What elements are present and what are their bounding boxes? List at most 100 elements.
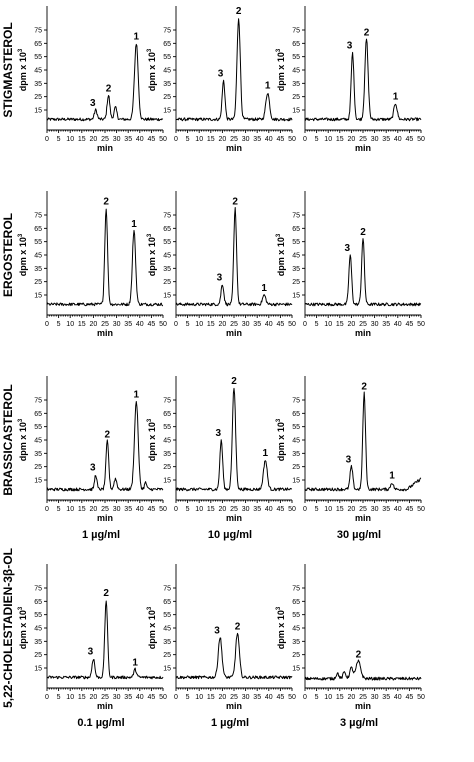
y-axis-title: dpm x 103 bbox=[276, 606, 286, 649]
peak-label: 1 bbox=[134, 31, 140, 42]
y-tick-label: 65 bbox=[292, 411, 300, 418]
chromatogram-trace bbox=[175, 18, 293, 122]
x-tick-label: 5 bbox=[186, 321, 190, 328]
x-tick-label: 30 bbox=[371, 136, 379, 143]
x-tick-label: 35 bbox=[382, 321, 390, 328]
x-tick-label: 35 bbox=[124, 321, 132, 328]
peak-label: 3 bbox=[218, 69, 224, 80]
chromatogram-trace bbox=[304, 238, 422, 307]
y-axis-title-superscript: 3 bbox=[147, 418, 153, 422]
x-tick-label: 35 bbox=[382, 136, 390, 143]
x-tick-label: 0 bbox=[45, 694, 49, 701]
y-axis-title: dpm x 103 bbox=[147, 48, 157, 91]
x-tick-label: 25 bbox=[101, 321, 109, 328]
y-tick-label: 35 bbox=[163, 81, 171, 88]
x-tick-label: 0 bbox=[45, 136, 49, 143]
x-tick-label: 10 bbox=[324, 136, 332, 143]
x-tick-label: 30 bbox=[113, 321, 121, 328]
y-tick-label: 15 bbox=[163, 293, 171, 300]
y-tick-label: 45 bbox=[292, 438, 300, 445]
x-tick-label: 45 bbox=[277, 136, 285, 143]
y-axis-title-text: dpm x 10 bbox=[18, 422, 28, 461]
x-tick-label: 40 bbox=[136, 506, 144, 513]
peak-label: 3 bbox=[214, 625, 220, 636]
y-tick-label: 55 bbox=[292, 424, 300, 431]
x-tick-label: 20 bbox=[219, 321, 227, 328]
y-tick-label: 25 bbox=[292, 464, 300, 471]
x-tick-label: 5 bbox=[315, 506, 319, 513]
x-tick-label: 35 bbox=[382, 694, 390, 701]
x-tick-label: 40 bbox=[394, 506, 402, 513]
y-axis-title: dpm x 103 bbox=[276, 418, 286, 461]
peak-label: 1 bbox=[265, 81, 271, 92]
peak-label: 2 bbox=[232, 196, 238, 207]
x-tick-label: 30 bbox=[242, 321, 250, 328]
y-tick-label: 45 bbox=[163, 626, 171, 633]
x-tick-label: 40 bbox=[265, 694, 273, 701]
y-tick-label: 65 bbox=[163, 599, 171, 606]
x-tick-label: 45 bbox=[406, 694, 414, 701]
y-axis-title-superscript: 3 bbox=[276, 418, 282, 422]
y-tick-label: 75 bbox=[163, 398, 171, 405]
x-axis-title: min bbox=[97, 701, 113, 711]
y-tick-label: 35 bbox=[292, 639, 300, 646]
y-tick-label: 35 bbox=[34, 451, 42, 458]
x-axis-title: min bbox=[97, 328, 113, 338]
y-tick-label: 25 bbox=[34, 94, 42, 101]
x-tick-label: 30 bbox=[113, 694, 121, 701]
y-tick-label: 75 bbox=[292, 213, 300, 220]
x-tick-label: 25 bbox=[101, 694, 109, 701]
x-tick-label: 10 bbox=[66, 694, 74, 701]
y-tick-label: 15 bbox=[292, 666, 300, 673]
y-tick-label: 25 bbox=[292, 94, 300, 101]
y-tick-label: 55 bbox=[34, 239, 42, 246]
y-tick-label: 55 bbox=[292, 54, 300, 61]
x-axis-title: min bbox=[97, 143, 113, 153]
peak-label: 2 bbox=[235, 621, 241, 632]
peak-label: 3 bbox=[88, 647, 94, 658]
x-tick-label: 50 bbox=[288, 136, 296, 143]
y-tick-label: 75 bbox=[34, 28, 42, 35]
x-tick-label: 20 bbox=[90, 694, 98, 701]
x-tick-label: 35 bbox=[124, 694, 132, 701]
peak-label: 1 bbox=[261, 283, 267, 294]
y-axis-title-text: dpm x 10 bbox=[276, 52, 286, 91]
y-axis-title: dpm x 103 bbox=[276, 233, 286, 276]
y-tick-label: 75 bbox=[34, 586, 42, 593]
x-tick-label: 0 bbox=[303, 136, 307, 143]
x-tick-label: 10 bbox=[66, 136, 74, 143]
x-axis-title: min bbox=[226, 513, 242, 523]
y-tick-label: 65 bbox=[292, 226, 300, 233]
x-tick-label: 30 bbox=[242, 506, 250, 513]
x-tick-label: 50 bbox=[159, 694, 167, 701]
y-tick-label: 15 bbox=[34, 108, 42, 115]
x-tick-label: 5 bbox=[57, 506, 61, 513]
x-tick-label: 0 bbox=[303, 506, 307, 513]
peak-label: 1 bbox=[131, 219, 137, 230]
y-tick-label: 35 bbox=[292, 81, 300, 88]
x-tick-label: 40 bbox=[265, 506, 273, 513]
x-tick-label: 0 bbox=[303, 694, 307, 701]
chromatogram-trace bbox=[46, 208, 164, 307]
y-tick-label: 25 bbox=[163, 94, 171, 101]
concentration-label: 1 µg/ml bbox=[82, 529, 120, 541]
y-tick-label: 15 bbox=[292, 478, 300, 485]
x-tick-label: 5 bbox=[315, 136, 319, 143]
y-tick-label: 15 bbox=[34, 666, 42, 673]
x-tick-label: 50 bbox=[159, 506, 167, 513]
peak-label: 2 bbox=[231, 376, 237, 387]
chromatogram-trace bbox=[175, 632, 293, 680]
x-tick-label: 5 bbox=[315, 321, 319, 328]
peak-label: 2 bbox=[361, 381, 367, 392]
y-tick-label: 55 bbox=[34, 424, 42, 431]
x-tick-label: 45 bbox=[277, 321, 285, 328]
x-tick-label: 0 bbox=[45, 506, 49, 513]
y-tick-label: 75 bbox=[34, 213, 42, 220]
x-tick-label: 45 bbox=[406, 506, 414, 513]
y-tick-label: 65 bbox=[34, 599, 42, 606]
y-tick-label: 65 bbox=[163, 226, 171, 233]
x-tick-label: 30 bbox=[242, 136, 250, 143]
x-tick-label: 5 bbox=[315, 694, 319, 701]
peak-label: 1 bbox=[393, 91, 399, 102]
x-tick-label: 50 bbox=[417, 694, 425, 701]
